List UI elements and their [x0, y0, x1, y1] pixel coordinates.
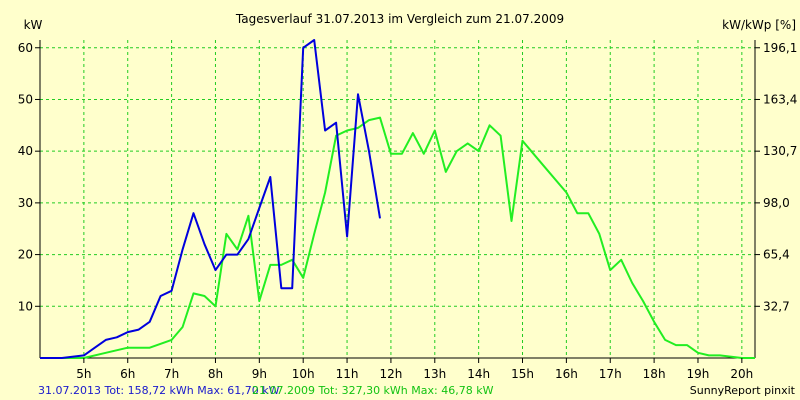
x-tick-label: 16h — [555, 367, 578, 381]
left-y-axis: 10 20 30 40 50 60 — [18, 41, 40, 313]
y2-tick-label: 163,4 — [763, 92, 797, 106]
series-line-31.07.2013 — [40, 39, 381, 359]
x-tick-label: 6h — [120, 367, 135, 381]
x-tick-label: 14h — [467, 367, 490, 381]
y2-tick-label: 130,7 — [763, 144, 797, 158]
y-tick-label: 60 — [18, 41, 33, 55]
y-tick-label: 40 — [18, 144, 33, 158]
series-line-21.07.2009 — [40, 116, 755, 359]
x-tick-label: 9h — [252, 367, 267, 381]
x-tick-label: 15h — [511, 367, 534, 381]
credit-label: SunnyReport pinxit — [690, 384, 796, 397]
x-tick-label: 20h — [730, 367, 753, 381]
plot-frame — [39, 40, 756, 359]
x-tick-label: 5h — [76, 367, 91, 381]
x-tick-label: 8h — [208, 367, 223, 381]
x-tick-label: 11h — [336, 367, 359, 381]
x-tick-label: 19h — [687, 367, 710, 381]
x-tick-label: 18h — [643, 367, 666, 381]
x-tick-label: 10h — [292, 367, 315, 381]
left-axis-unit-label: kW — [24, 18, 43, 32]
legend-series1: 31.07.2013 Tot: 158,72 kWh Max: 61,70 kW — [38, 384, 280, 397]
y-tick-label: 50 — [18, 92, 33, 106]
x-tick-label: 12h — [379, 367, 402, 381]
legend-series2: 21.07.2009 Tot: 327,30 kWh Max: 46,78 kW — [252, 384, 494, 397]
right-y-axis: 32,7 65,4 98,0 130,7 163,4 196,1 — [755, 41, 797, 313]
series-lines — [40, 39, 755, 359]
y2-tick-label: 98,0 — [763, 196, 790, 210]
y-tick-label: 30 — [18, 196, 33, 210]
x-tick-label: 13h — [423, 367, 446, 381]
x-axis: 5h 6h 7h 8h 9h 10h 11h 12h 13h 14h 15h 16h 17h 18h 19h… — [76, 358, 753, 381]
y2-tick-label: 65,4 — [763, 248, 790, 262]
x-tick-label: 17h — [599, 367, 622, 381]
y-tick-label: 10 — [18, 299, 33, 313]
x-tick-label: 7h — [164, 367, 179, 381]
y-tick-label: 20 — [18, 248, 33, 262]
chart-title: Tagesverlauf 31.07.2013 im Vergleich zum… — [235, 12, 564, 26]
y2-tick-label: 196,1 — [763, 41, 797, 55]
y2-tick-label: 32,7 — [763, 299, 790, 313]
right-axis-unit-label: kW/kWp [%] — [722, 18, 796, 32]
